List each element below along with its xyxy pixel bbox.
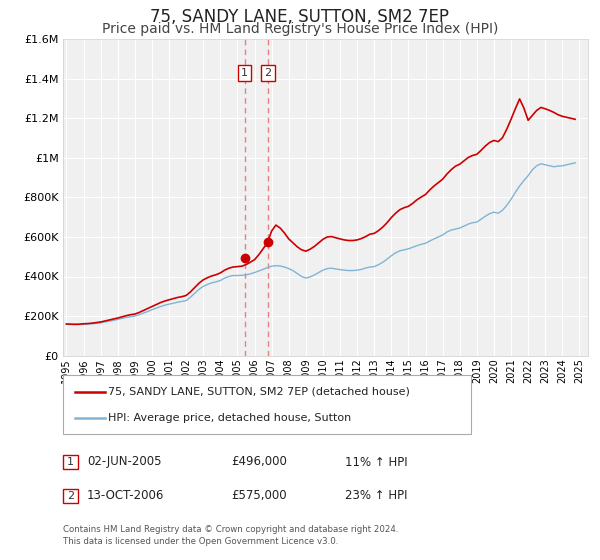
- Text: 13-OCT-2006: 13-OCT-2006: [87, 489, 164, 502]
- Text: 1: 1: [67, 457, 74, 467]
- Text: 2: 2: [265, 68, 272, 78]
- Text: Contains HM Land Registry data © Crown copyright and database right 2024.: Contains HM Land Registry data © Crown c…: [63, 525, 398, 534]
- Text: 75, SANDY LANE, SUTTON, SM2 7EP: 75, SANDY LANE, SUTTON, SM2 7EP: [151, 8, 449, 26]
- Text: 75, SANDY LANE, SUTTON, SM2 7EP (detached house): 75, SANDY LANE, SUTTON, SM2 7EP (detache…: [108, 386, 410, 396]
- Text: HPI: Average price, detached house, Sutton: HPI: Average price, detached house, Sutt…: [108, 413, 351, 423]
- Text: Price paid vs. HM Land Registry's House Price Index (HPI): Price paid vs. HM Land Registry's House …: [102, 22, 498, 36]
- Text: £496,000: £496,000: [231, 455, 287, 469]
- Text: 23% ↑ HPI: 23% ↑ HPI: [345, 489, 407, 502]
- Text: This data is licensed under the Open Government Licence v3.0.: This data is licensed under the Open Gov…: [63, 537, 338, 546]
- Text: 11% ↑ HPI: 11% ↑ HPI: [345, 455, 407, 469]
- Text: 1: 1: [241, 68, 248, 78]
- Text: £575,000: £575,000: [231, 489, 287, 502]
- Text: 2: 2: [67, 491, 74, 501]
- Text: 02-JUN-2005: 02-JUN-2005: [87, 455, 161, 469]
